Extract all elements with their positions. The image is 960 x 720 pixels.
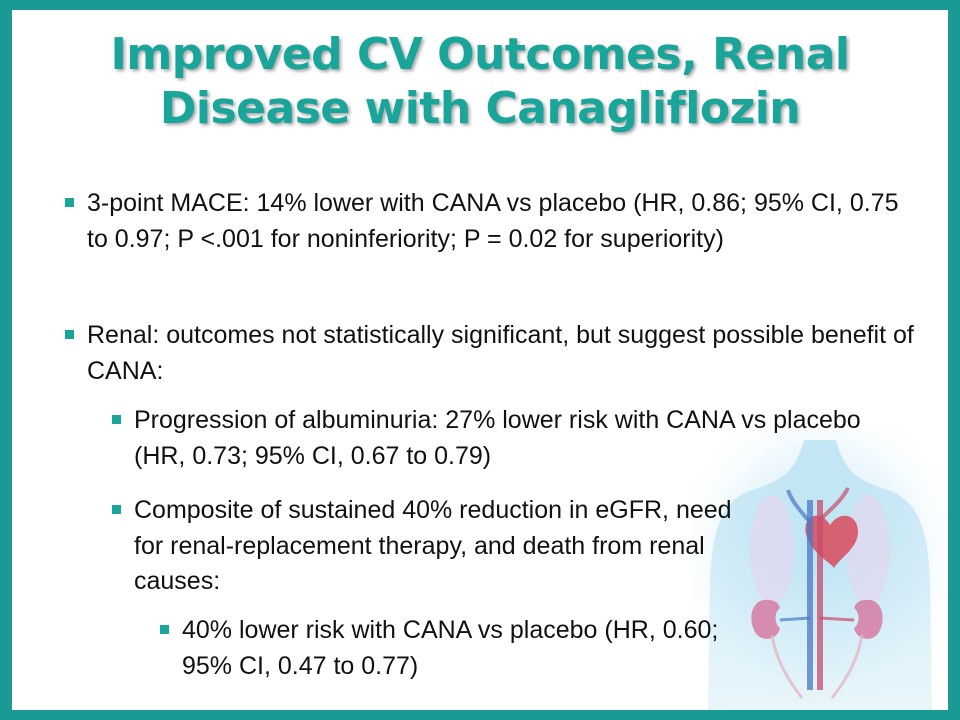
slide-title-line-1: Improved CV Outcomes, Renal <box>110 29 850 80</box>
bullet-square-icon <box>112 505 121 514</box>
bullet-square-icon <box>65 198 74 207</box>
bullet-renal: Renal: outcomes not statistically signif… <box>65 318 917 389</box>
slide: Improved CV Outcomes, Renal Disease with… <box>12 10 948 710</box>
left-kidney-icon <box>751 599 780 639</box>
right-kidney-icon <box>854 599 883 639</box>
bullet-square-icon <box>112 415 121 424</box>
bullet-text: 3-point MACE: 14% lower with CANA vs pla… <box>87 189 899 253</box>
bullet-square-icon <box>65 330 74 339</box>
bullet-mace: 3-point MACE: 14% lower with CANA vs pla… <box>65 186 917 257</box>
slide-title: Improved CV Outcomes, Renal Disease with… <box>12 28 948 136</box>
bullet-composite: Composite of sustained 40% reduction in … <box>112 493 764 600</box>
bullet-list: 3-point MACE: 14% lower with CANA vs pla… <box>12 10 948 710</box>
bullet-albuminuria: Progression of albuminuria: 27% lower ri… <box>112 403 894 474</box>
human-torso-heart-kidneys-illustration <box>692 430 948 710</box>
slide-title-line-2: Disease with Canagliflozin <box>159 83 801 134</box>
bullet-square-icon <box>160 625 169 634</box>
bullet-text: Progression of albuminuria: 27% lower ri… <box>134 406 861 470</box>
bullet-text: 40% lower risk with CANA vs placebo (HR,… <box>182 616 719 680</box>
bullet-text: Renal: outcomes not statistically signif… <box>87 321 914 385</box>
bullet-text: Composite of sustained 40% reduction in … <box>134 496 732 595</box>
bullet-lower-risk: 40% lower risk with CANA vs placebo (HR,… <box>160 613 742 684</box>
